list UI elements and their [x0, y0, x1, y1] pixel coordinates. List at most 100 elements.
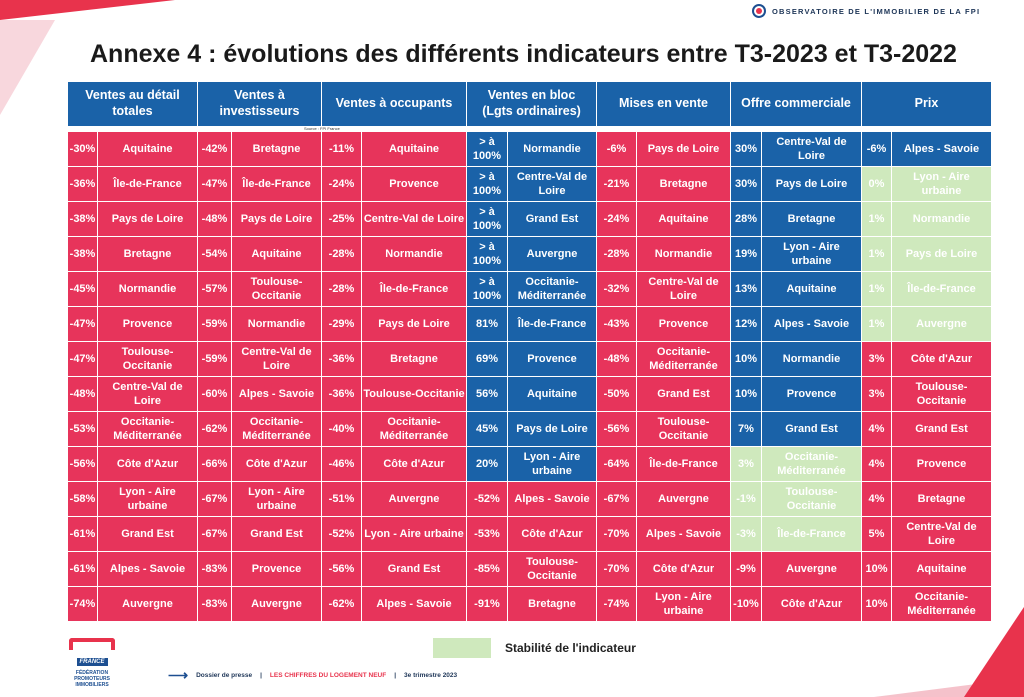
region-cell: Toulouse-Occitanie: [508, 552, 597, 586]
percent-cell: 5%: [862, 517, 892, 551]
region-cell: Pays de Loire: [762, 167, 862, 201]
footer-separator: |: [394, 671, 397, 679]
percent-cell: -74%: [68, 587, 98, 621]
footer: ⟶ Dossier de presse | LES CHIFFRES DU LO…: [168, 668, 457, 682]
region-cell: Lyon - Aire urbaine: [232, 482, 322, 516]
percent-cell: -58%: [68, 482, 98, 516]
region-cell: Occitanie-Méditerranée: [637, 342, 731, 376]
region-cell: Provence: [892, 447, 992, 481]
percent-cell: -62%: [322, 587, 362, 621]
region-cell: Auvergne: [232, 587, 322, 621]
region-cell: Occitanie-Méditerranée: [508, 272, 597, 306]
legend-swatch: [433, 638, 491, 658]
percent-cell: 10%: [731, 342, 762, 376]
percent-cell: -30%: [68, 132, 98, 166]
logo-line: IMMOBILIERS: [75, 682, 109, 688]
percent-cell: 4%: [862, 447, 892, 481]
region-cell: Provence: [98, 307, 198, 341]
percent-cell: -10%: [731, 587, 762, 621]
corner-decoration-top: [0, 0, 175, 20]
percent-cell: 4%: [862, 482, 892, 516]
region-cell: Bretagne: [892, 482, 992, 516]
percent-cell: -62%: [198, 412, 232, 446]
percent-cell: -52%: [322, 517, 362, 551]
percent-cell: -66%: [198, 447, 232, 481]
region-cell: Bretagne: [637, 167, 731, 201]
percent-cell: -36%: [322, 342, 362, 376]
percent-cell: -24%: [322, 167, 362, 201]
table-row: -38% Pays de Loire -48% Pays de Loire -25% Ce…: [68, 202, 992, 236]
region-cell: Provence: [637, 307, 731, 341]
percent-cell: 30%: [731, 167, 762, 201]
region-cell: Aquitaine: [762, 272, 862, 306]
column-header: Offre commerciale: [731, 82, 862, 126]
percent-cell: -36%: [68, 167, 98, 201]
region-cell: Occitanie-Méditerranée: [232, 412, 322, 446]
percent-cell: -83%: [198, 587, 232, 621]
fpi-logo-icon: [752, 4, 766, 18]
region-cell: Bretagne: [362, 342, 467, 376]
region-cell: Aquitaine: [232, 237, 322, 271]
percent-cell: 45%: [467, 412, 508, 446]
region-cell: Normandie: [362, 237, 467, 271]
region-cell: Côte d'Azur: [762, 587, 862, 621]
arrow-right-icon: ⟶: [168, 667, 189, 683]
table-row: -58% Lyon - Aire urbaine -67% Lyon - Aire u…: [68, 482, 992, 516]
percent-cell: -11%: [322, 132, 362, 166]
region-cell: Île-de-France: [98, 167, 198, 201]
region-cell: Aquitaine: [508, 377, 597, 411]
table-row: -61% Grand Est -67% Grand Est -52% Lyon - Air…: [68, 517, 992, 551]
table-row: -74% Auvergne -83% Auvergne -62% Alpes - Savo…: [68, 587, 992, 621]
region-cell: Alpes - Savoie: [892, 132, 992, 166]
percent-cell: > à 100%: [467, 202, 508, 236]
percent-cell: -47%: [68, 307, 98, 341]
region-cell: Pays de Loire: [362, 307, 467, 341]
region-cell: Normandie: [232, 307, 322, 341]
region-cell: Côte d'Azur: [508, 517, 597, 551]
percent-cell: 28%: [731, 202, 762, 236]
region-cell: Toulouse-Occitanie: [232, 272, 322, 306]
percent-cell: -43%: [597, 307, 637, 341]
region-cell: Bretagne: [508, 587, 597, 621]
corner-decoration-bottom-pink: [874, 683, 984, 697]
percent-cell: -38%: [68, 202, 98, 236]
region-cell: Pays de Loire: [892, 237, 992, 271]
percent-cell: 4%: [862, 412, 892, 446]
region-cell: Aquitaine: [892, 552, 992, 586]
region-cell: Normandie: [508, 132, 597, 166]
corner-decoration-bottom: [964, 607, 1024, 697]
percent-cell: 10%: [862, 552, 892, 586]
percent-cell: -47%: [198, 167, 232, 201]
region-cell: Centre-Val de Loire: [362, 202, 467, 236]
logo-line: PROMOTEURS: [74, 676, 110, 682]
source-note: Source : FPI France: [304, 126, 340, 131]
page-number: 17: [945, 657, 957, 668]
table-row: -53% Occitanie-Méditerranée -62% Occitanie-…: [68, 412, 992, 446]
region-cell: Provence: [508, 342, 597, 376]
region-cell: Bretagne: [232, 132, 322, 166]
table-header: Ventes au détail totales Ventes à investi…: [68, 82, 992, 126]
region-cell: Centre-Val de Loire: [508, 167, 597, 201]
percent-cell: -61%: [68, 517, 98, 551]
region-cell: Auvergne: [362, 482, 467, 516]
region-cell: Lyon - Aire urbaine: [892, 167, 992, 201]
region-cell: Auvergne: [637, 482, 731, 516]
region-cell: Pays de Loire: [232, 202, 322, 236]
percent-cell: -48%: [68, 377, 98, 411]
region-cell: Pays de Loire: [98, 202, 198, 236]
region-cell: Alpes - Savoie: [232, 377, 322, 411]
percent-cell: -67%: [597, 482, 637, 516]
percent-cell: -42%: [198, 132, 232, 166]
percent-cell: -74%: [597, 587, 637, 621]
region-cell: Grand Est: [508, 202, 597, 236]
percent-cell: -59%: [198, 342, 232, 376]
column-header: Ventes au détail totales: [68, 82, 198, 126]
region-cell: Lyon - Aire urbaine: [98, 482, 198, 516]
region-cell: Occitanie-Méditerranée: [892, 587, 992, 621]
percent-cell: -64%: [597, 447, 637, 481]
percent-cell: 10%: [862, 587, 892, 621]
region-cell: Grand Est: [892, 412, 992, 446]
percent-cell: -52%: [467, 482, 508, 516]
house-roof-icon: [69, 638, 115, 650]
percent-cell: -28%: [597, 237, 637, 271]
